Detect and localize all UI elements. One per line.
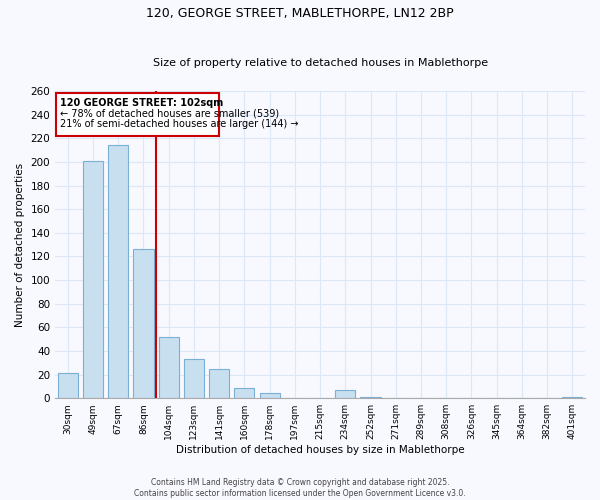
FancyBboxPatch shape	[56, 94, 219, 136]
Text: 21% of semi-detached houses are larger (144) →: 21% of semi-detached houses are larger (…	[60, 120, 299, 130]
Text: 120 GEORGE STREET: 102sqm: 120 GEORGE STREET: 102sqm	[60, 98, 223, 108]
Bar	[562, 397, 583, 398]
X-axis label: Distribution of detached houses by size in Mablethorpe: Distribution of detached houses by size …	[176, 445, 464, 455]
Bar	[133, 250, 154, 398]
Bar	[184, 359, 204, 398]
Bar	[335, 390, 355, 398]
Bar	[209, 368, 229, 398]
Text: ← 78% of detached houses are smaller (539): ← 78% of detached houses are smaller (53…	[60, 108, 280, 118]
Y-axis label: Number of detached properties: Number of detached properties	[15, 162, 25, 326]
Text: Contains HM Land Registry data © Crown copyright and database right 2025.
Contai: Contains HM Land Registry data © Crown c…	[134, 478, 466, 498]
Bar	[260, 394, 280, 398]
Bar	[58, 374, 78, 398]
Bar	[235, 388, 254, 398]
Text: 120, GEORGE STREET, MABLETHORPE, LN12 2BP: 120, GEORGE STREET, MABLETHORPE, LN12 2B…	[146, 8, 454, 20]
Bar	[361, 397, 380, 398]
Bar	[83, 160, 103, 398]
Bar	[158, 337, 179, 398]
Title: Size of property relative to detached houses in Mablethorpe: Size of property relative to detached ho…	[152, 58, 488, 68]
Bar	[108, 146, 128, 398]
